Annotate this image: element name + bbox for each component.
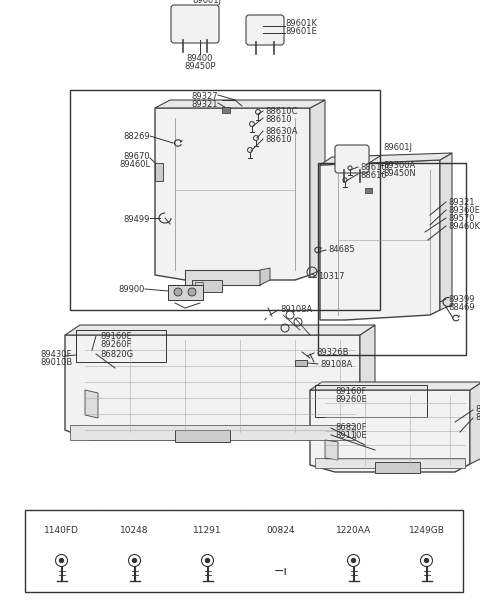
Text: 89110E: 89110E (335, 431, 367, 440)
Text: 89450P: 89450P (184, 62, 216, 71)
Text: 89601K: 89601K (285, 18, 317, 28)
Text: 89399: 89399 (448, 295, 475, 304)
Polygon shape (310, 382, 480, 390)
Bar (192, 280, 222, 292)
Text: 88269: 88269 (123, 132, 150, 141)
Text: 89460L: 89460L (119, 160, 150, 169)
Text: 89499: 89499 (124, 215, 150, 224)
Text: 89460K: 89460K (448, 222, 480, 231)
Text: 89430F: 89430F (40, 350, 72, 359)
Circle shape (174, 288, 182, 296)
Text: 88610C: 88610C (360, 163, 393, 172)
Text: 89108A: 89108A (320, 360, 352, 369)
Text: 89010B: 89010B (40, 358, 72, 367)
Bar (70, 90, 380, 310)
Text: 89450N: 89450N (383, 169, 416, 177)
Text: 89300A: 89300A (383, 161, 415, 169)
Text: 89601J: 89601J (192, 0, 221, 5)
Text: 1249GB: 1249GB (408, 526, 444, 535)
Text: 10317: 10317 (318, 272, 345, 281)
Polygon shape (320, 160, 440, 320)
Text: 88630A: 88630A (265, 127, 298, 136)
Text: 84685: 84685 (328, 245, 355, 254)
Bar (295, 360, 307, 366)
Bar (76, 330, 166, 362)
Circle shape (188, 288, 196, 296)
Text: 89670: 89670 (123, 152, 150, 161)
Text: 88610: 88610 (265, 135, 292, 144)
Text: 00824: 00824 (266, 526, 295, 535)
Text: 88610C: 88610C (265, 107, 298, 116)
Text: 11291: 11291 (193, 526, 222, 535)
Polygon shape (440, 153, 452, 310)
Text: 89160E: 89160E (100, 332, 132, 341)
Text: 89321: 89321 (192, 100, 218, 109)
Polygon shape (70, 425, 355, 440)
FancyArrowPatch shape (265, 318, 266, 320)
Bar (365, 188, 372, 193)
Polygon shape (375, 462, 420, 473)
Text: 89010A: 89010A (475, 413, 480, 422)
Polygon shape (310, 100, 325, 275)
Bar (318, 163, 466, 355)
Polygon shape (470, 382, 480, 464)
Text: 89360E: 89360E (448, 206, 480, 215)
Polygon shape (315, 458, 465, 468)
Polygon shape (185, 270, 260, 285)
Text: 89601J: 89601J (383, 144, 412, 153)
Polygon shape (325, 440, 338, 460)
Text: −ı: −ı (274, 565, 288, 578)
Text: 89160F: 89160F (335, 387, 366, 396)
Text: 89400: 89400 (187, 54, 213, 63)
Circle shape (424, 559, 429, 562)
Polygon shape (360, 325, 375, 432)
Polygon shape (155, 108, 310, 280)
Polygon shape (175, 430, 230, 442)
Polygon shape (310, 390, 470, 472)
Polygon shape (155, 100, 325, 108)
Polygon shape (65, 335, 360, 440)
Bar (155, 163, 163, 181)
Polygon shape (320, 153, 452, 165)
Text: 89326B: 89326B (316, 348, 348, 357)
Text: 89260E: 89260E (335, 395, 367, 404)
Text: 89601E: 89601E (285, 26, 317, 36)
Circle shape (205, 559, 209, 562)
Polygon shape (85, 390, 98, 418)
Text: 86820F: 86820F (335, 423, 367, 432)
Polygon shape (260, 268, 270, 285)
Text: 1220AA: 1220AA (336, 526, 371, 535)
Text: 89108A: 89108A (280, 305, 312, 314)
Text: 88610: 88610 (265, 115, 292, 124)
Text: 88469: 88469 (448, 303, 475, 312)
Text: 89570: 89570 (448, 214, 475, 223)
Text: 89327: 89327 (192, 92, 218, 101)
FancyBboxPatch shape (171, 5, 219, 43)
FancyBboxPatch shape (246, 15, 284, 45)
Polygon shape (65, 325, 375, 335)
Circle shape (60, 559, 63, 562)
Text: 88610: 88610 (360, 171, 386, 180)
Text: 1140FD: 1140FD (44, 526, 79, 535)
Circle shape (351, 559, 356, 562)
Bar (195, 282, 203, 288)
Text: 89260F: 89260F (100, 340, 132, 349)
Bar (25, 510, 463, 592)
Text: 89321: 89321 (448, 198, 475, 207)
Bar (168, 285, 203, 300)
Bar (315, 385, 427, 417)
Text: 86820G: 86820G (100, 350, 133, 359)
FancyBboxPatch shape (335, 145, 369, 173)
Circle shape (132, 559, 136, 562)
Text: 10248: 10248 (120, 526, 149, 535)
Text: 89430E: 89430E (475, 405, 480, 414)
Text: 89900: 89900 (119, 285, 145, 294)
Bar (222, 107, 230, 113)
